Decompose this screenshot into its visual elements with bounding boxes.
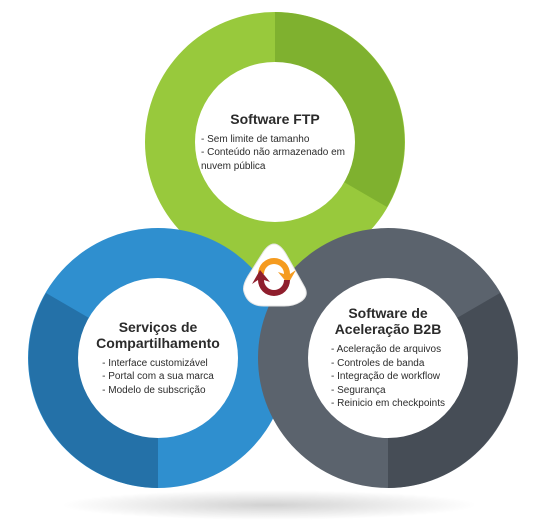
ring-ftp-title: Software FTP <box>230 111 319 127</box>
ring-b2b-title: Software de Aceleração B2B <box>314 305 462 337</box>
ring-ftp-items: Sem limite de tamanho Conteúdo não armaz… <box>201 133 349 174</box>
ring-sharing-title: Serviços de Compartilhamento <box>84 319 232 351</box>
ring-b2b-inner: Software de Aceleração B2B Aceleração de… <box>308 278 468 438</box>
list-item: Reinicio em checkpoints <box>331 397 445 411</box>
list-item: Integração de workflow <box>331 370 445 384</box>
ring-ftp-inner: Software FTP Sem limite de tamanho Conte… <box>195 62 355 222</box>
list-item: Segurança <box>331 384 445 398</box>
ring-b2b: Software de Aceleração B2B Aceleração de… <box>258 228 518 488</box>
list-item: Modelo de subscrição <box>102 384 214 398</box>
list-item: Portal com a sua marca <box>102 370 214 384</box>
base-shadow <box>59 490 479 520</box>
ring-sharing-items: Interface customizável Portal com a sua … <box>102 357 214 398</box>
list-item: Aceleração de arquivos <box>331 343 445 357</box>
list-item: Conteúdo não armazenado em nuvem pública <box>201 146 349 173</box>
ring-sharing: Serviços de Compartilhamento Interface c… <box>28 228 288 488</box>
list-item: Controles de banda <box>331 357 445 371</box>
venn-stage: Software FTP Sem limite de tamanho Conte… <box>0 0 538 515</box>
list-item: Interface customizável <box>102 357 214 371</box>
ring-b2b-items: Aceleração de arquivos Controles de band… <box>331 343 445 411</box>
ring-sharing-inner: Serviços de Compartilhamento Interface c… <box>78 278 238 438</box>
list-item: Sem limite de tamanho <box>201 133 349 147</box>
